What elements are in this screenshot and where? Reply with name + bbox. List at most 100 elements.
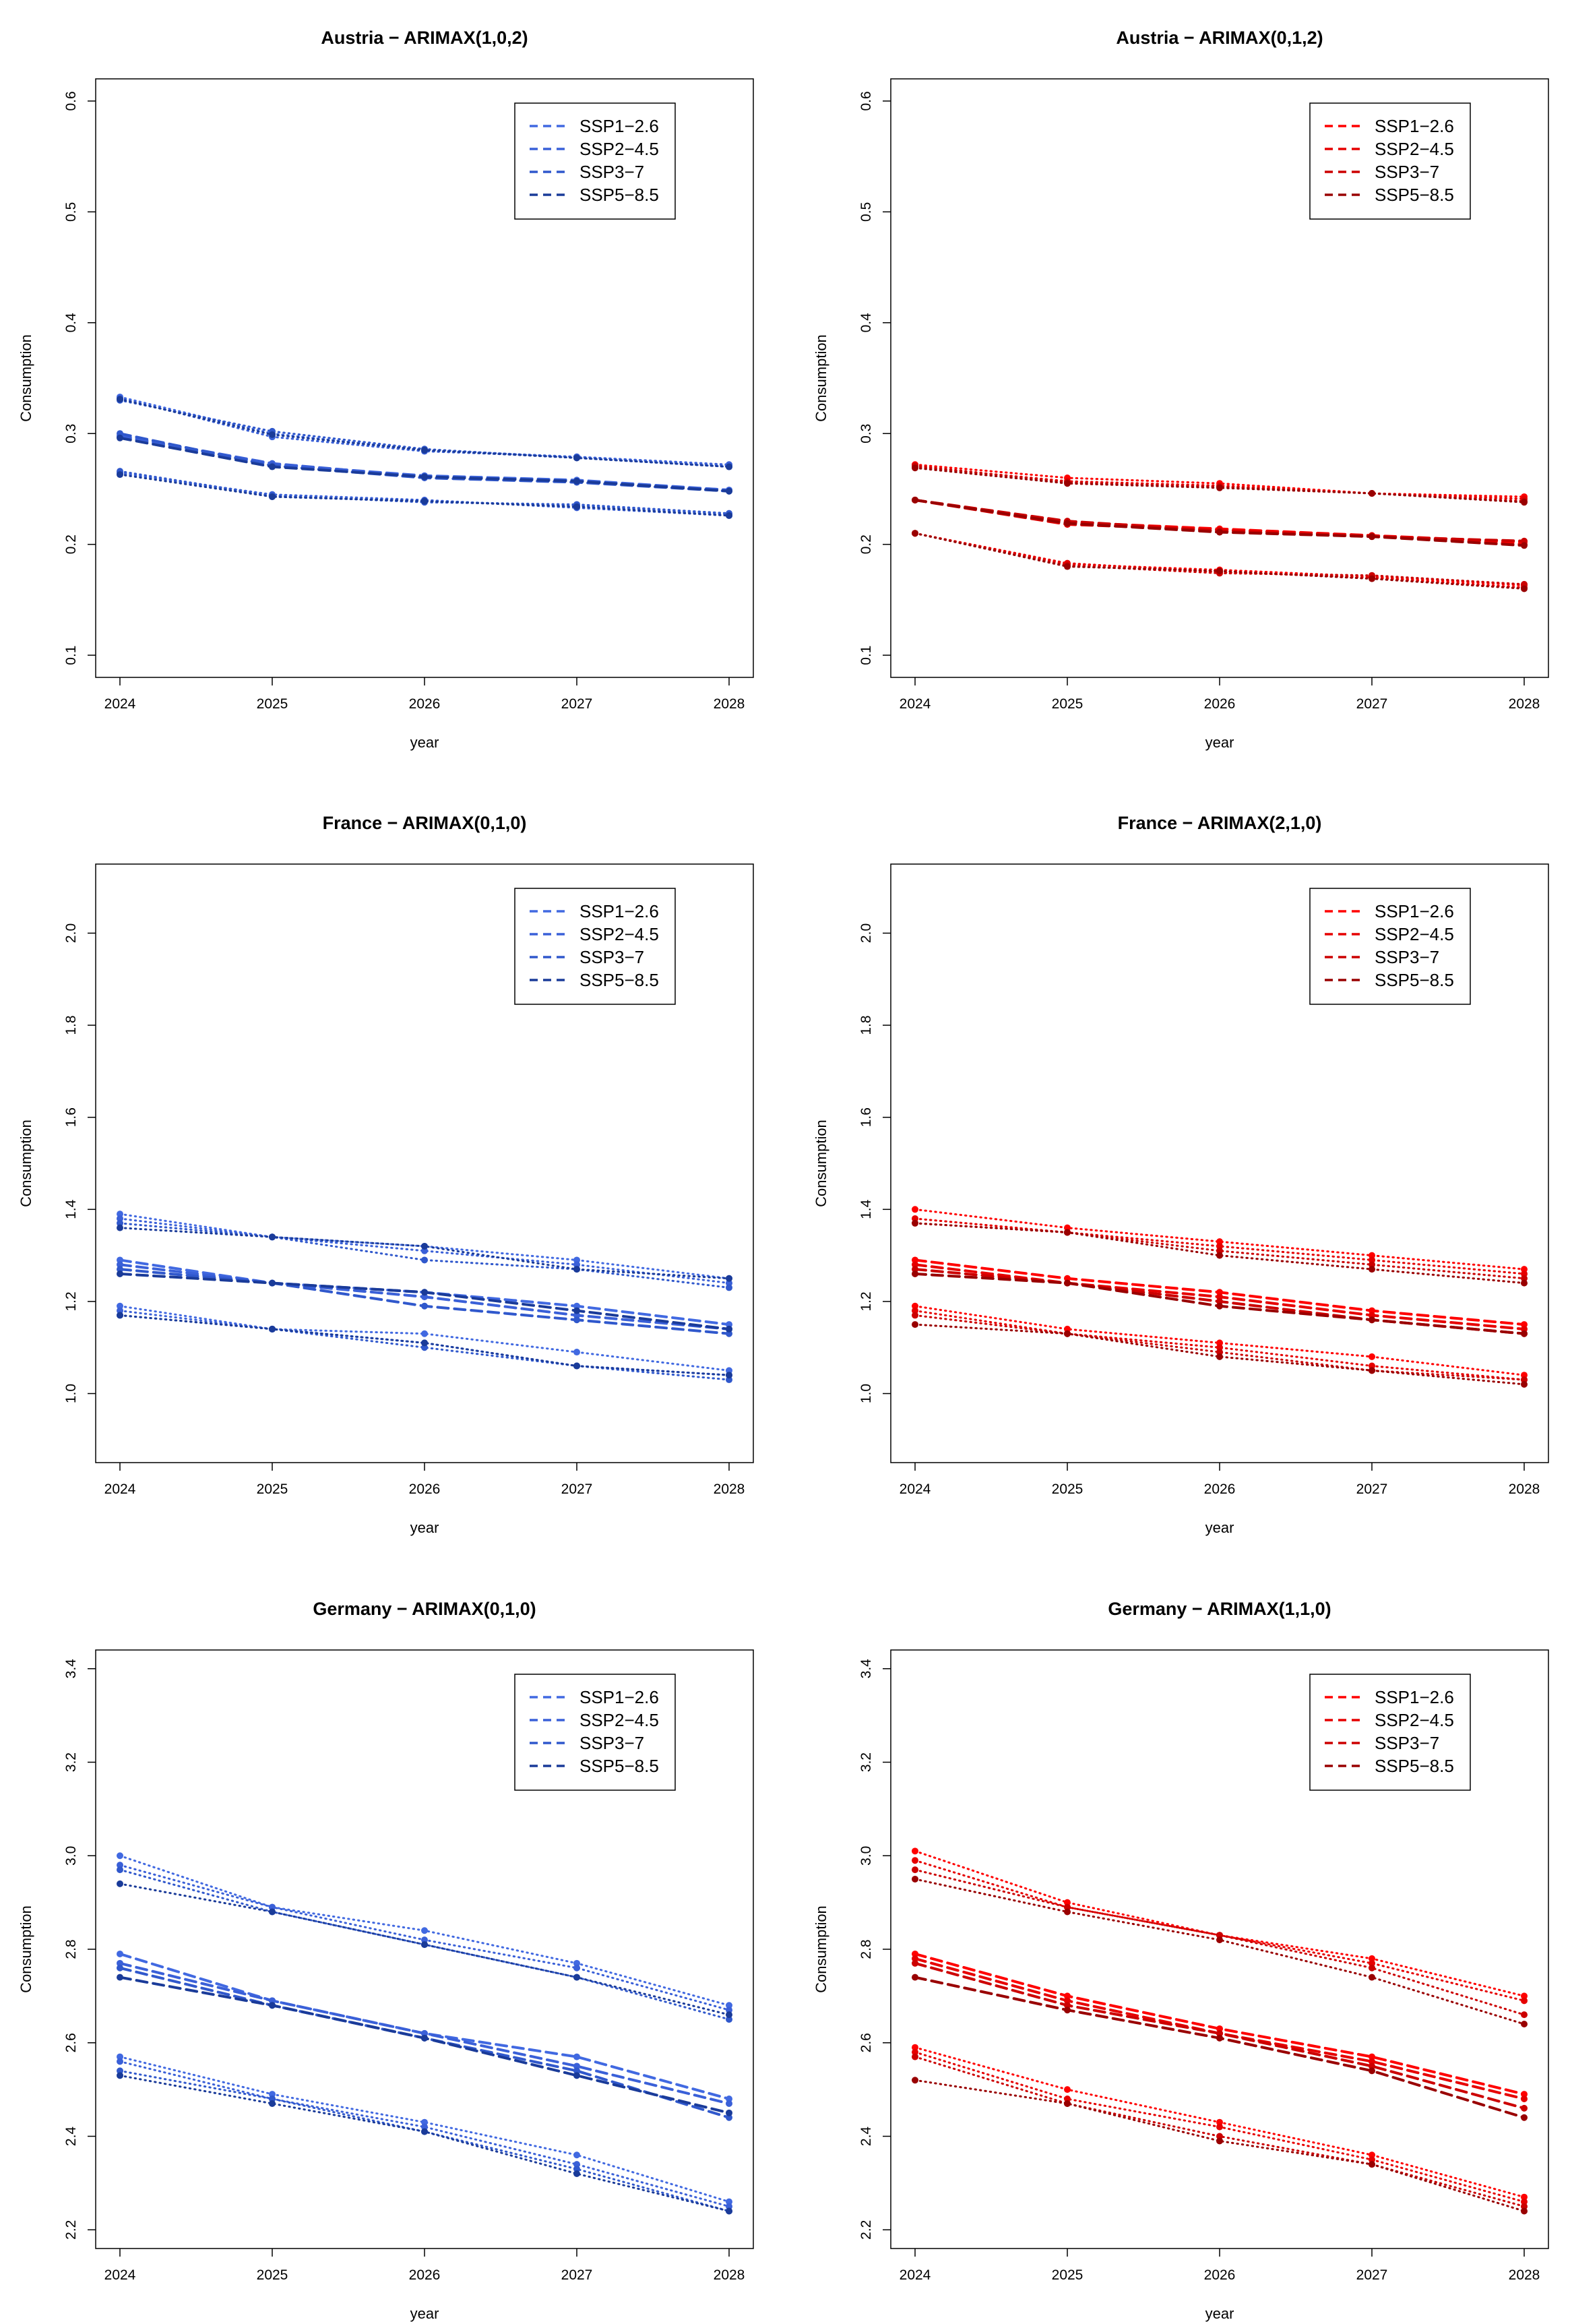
legend-entry: SSP5−8.5	[1375, 970, 1454, 990]
series-upper-point	[117, 1211, 123, 1218]
series-upper-point	[117, 1215, 123, 1222]
series-upper-point	[573, 1974, 580, 1981]
x-tick-label: 2025	[1052, 696, 1084, 712]
series-mean-point	[1064, 1275, 1071, 1282]
series-upper-point	[421, 1927, 428, 1934]
series-mean-point	[117, 1266, 123, 1273]
series-upper-point	[117, 1862, 123, 1869]
series-lower-point	[1064, 2086, 1071, 2093]
series-mean-point	[912, 1950, 918, 1957]
series-2	[117, 1215, 732, 1379]
y-tick-label: 1.4	[858, 1199, 874, 1219]
series-upper-line	[119, 1217, 730, 1285]
series-lower-point	[1521, 585, 1528, 592]
series-mean-point	[573, 1312, 580, 1319]
legend-entry: SSP1−2.6	[579, 1687, 659, 1707]
y-tick-label: 1.6	[63, 1107, 79, 1127]
series-lower-point	[1064, 2100, 1071, 2107]
series-mean-point	[912, 1266, 918, 1273]
series-upper-line	[914, 1849, 1526, 1997]
series-lower-point	[912, 1312, 918, 1319]
legend-entry: SSP1−2.6	[579, 116, 659, 136]
series-lower-point	[1369, 1362, 1375, 1370]
series-upper-point	[1521, 1279, 1528, 1287]
series-lower-point	[1216, 568, 1223, 575]
series-lower-point	[421, 2123, 428, 2131]
series-4	[912, 1219, 1528, 1388]
series-lower-point	[1216, 1349, 1223, 1356]
series-upper-point	[573, 1266, 580, 1273]
legend-frame	[1309, 102, 1471, 220]
x-tick-label: 2028	[1509, 1481, 1540, 1497]
series-upper-point	[912, 464, 918, 472]
y-tick-label: 0.4	[63, 313, 79, 333]
series-mean-point	[421, 2029, 428, 2037]
series-upper-point	[573, 454, 580, 462]
y-tick-label: 0.3	[63, 424, 79, 444]
series-lower-point	[912, 1321, 918, 1328]
legend: SSP1−2.6 SSP2−4.5 SSP3−7 SSP5−8.5	[514, 1674, 676, 1791]
series-upper-point	[912, 1219, 918, 1227]
y-tick-label: 3.2	[63, 1752, 79, 1772]
series-mean-point	[1216, 1297, 1223, 1305]
series-lower-point	[421, 2118, 428, 2126]
series-mean-point	[421, 1293, 428, 1301]
series-upper-point	[1216, 1252, 1223, 1259]
chart-title: Germany − ARIMAX(1,1,0)	[1108, 1599, 1331, 1619]
y-tick-label: 3.4	[858, 1659, 874, 1679]
series-mean-point	[573, 1307, 580, 1314]
x-axis-label: year	[1205, 2305, 1234, 2322]
x-tick-label: 2025	[1052, 1481, 1084, 1497]
series-upper-point	[726, 463, 732, 470]
series-mean-point	[1369, 2062, 1375, 2070]
series-lower-point	[912, 1307, 918, 1314]
y-axis-label: Consumption	[18, 1905, 34, 1993]
series-upper-line	[914, 1868, 1526, 2016]
series-upper-point	[1521, 1992, 1528, 2000]
series-4	[912, 1875, 1528, 2215]
series-mean-point	[421, 2034, 428, 2042]
y-tick-label: 3.2	[858, 1752, 874, 1772]
series-mean-point	[117, 1964, 123, 1971]
series-mean-point	[1216, 1293, 1223, 1301]
series-mean-point	[117, 1256, 123, 1264]
series-upper-line	[914, 1222, 1526, 1285]
series-upper-point	[269, 431, 276, 438]
series-upper-point	[421, 446, 428, 454]
series-lower-point	[726, 2207, 732, 2215]
series-lower-line	[914, 532, 1526, 587]
series-mean-point	[1216, 2034, 1223, 2042]
series-mean-point	[573, 2062, 580, 2070]
series-mean-point	[117, 1959, 123, 1967]
x-tick-label: 2027	[561, 1481, 593, 1497]
legend-entry: SSP1−2.6	[1375, 1687, 1454, 1707]
x-tick-label: 2024	[900, 696, 931, 712]
y-tick-label: 0.6	[63, 91, 79, 111]
series-upper-point	[1521, 1997, 1528, 2005]
y-tick-label: 2.8	[63, 1939, 79, 1959]
series-mean-point	[1369, 2058, 1375, 2065]
series-lower-point	[1369, 2151, 1375, 2159]
series-lower-line	[914, 532, 1526, 586]
y-tick-label: 1.6	[858, 1107, 874, 1127]
series-mean-point	[1064, 2007, 1071, 2014]
series-mean-point	[1521, 2091, 1528, 2098]
series-upper-point	[1369, 1959, 1375, 1967]
legend-entry: SSP5−8.5	[579, 185, 659, 205]
series-lower-point	[421, 497, 428, 505]
series-lower-point	[912, 2048, 918, 2056]
series-mean-point	[726, 2100, 732, 2107]
series-upper-point	[1216, 1932, 1223, 1939]
x-tick-label: 2026	[1204, 2267, 1236, 2283]
series-lower-point	[1369, 1367, 1375, 1374]
series-upper-point	[726, 1275, 732, 1282]
series-lower-point	[421, 1330, 428, 1337]
series-lower-point	[269, 2100, 276, 2107]
y-axis-label: Consumption	[813, 1120, 829, 1207]
x-tick-label: 2026	[409, 2267, 441, 2283]
y-tick-label: 2.0	[63, 923, 79, 943]
y-tick-label: 0.6	[858, 91, 874, 111]
y-tick-label: 1.0	[858, 1384, 874, 1403]
series-mean-point	[269, 1997, 276, 2005]
series-upper-point	[573, 1261, 580, 1268]
